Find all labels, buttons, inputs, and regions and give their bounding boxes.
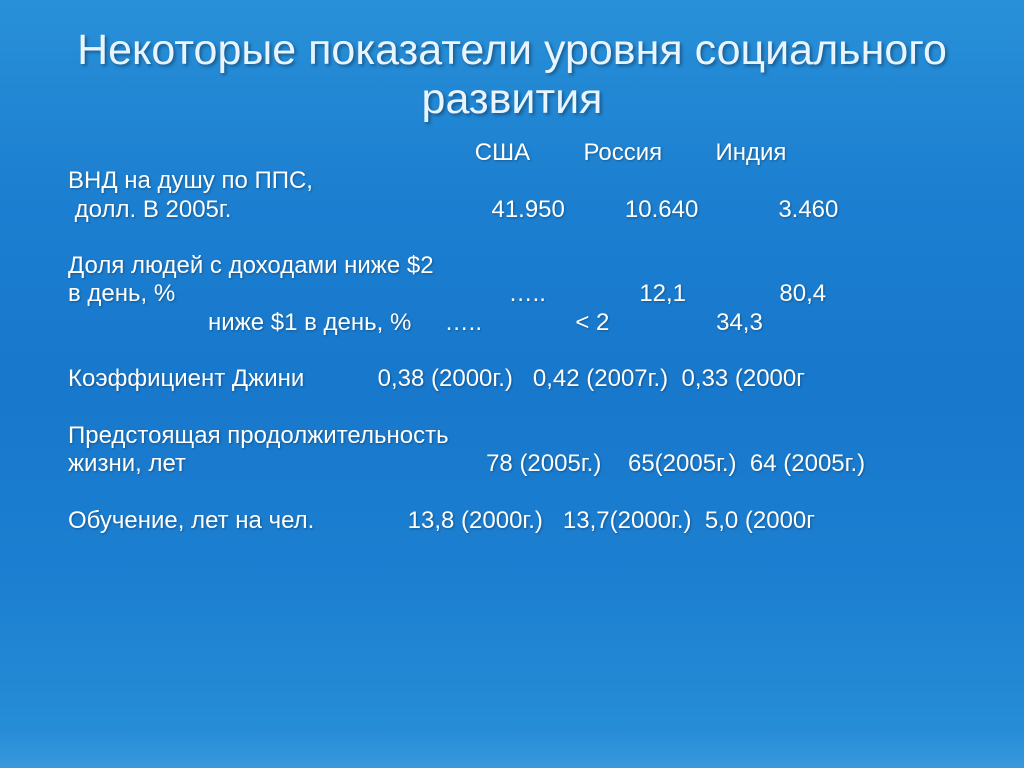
row5-v1: 13,7(2000г.) (563, 507, 692, 534)
row3-v0: 0,38 (2000г.) (378, 365, 513, 392)
col-header-row: США Россия Индия (68, 139, 786, 166)
col-russia: Россия (583, 139, 662, 166)
header-spacer (68, 139, 475, 166)
row3-v2: 0,33 (2000г (681, 365, 805, 392)
row0-v2: 3.460 (778, 196, 838, 223)
row0-label2: долл. В 2005г. (68, 196, 231, 223)
row4-label2: жизни, лет (68, 450, 186, 477)
row0-v0: 41.950 (491, 196, 564, 223)
row5-label1: Обучение, лет на чел. (68, 507, 314, 534)
row0-v1: 10.640 (625, 196, 698, 223)
row1-v0: ….. (509, 280, 546, 307)
col-usa: США (475, 139, 530, 166)
col-india: Индия (715, 139, 786, 166)
row5-v2: 5,0 (2000г (705, 507, 815, 534)
row1-label1: Доля людей с доходами ниже $2 (68, 252, 434, 279)
row1-v1: 12,1 (639, 280, 686, 307)
row5-v0: 13,8 (2000г.) (408, 507, 543, 534)
row3-v1: 0,42 (2007г.) (533, 365, 668, 392)
row4-v0: 78 (2005г.) (486, 450, 601, 477)
row4-v2: 64 (2005г.) (750, 450, 865, 477)
row1-label2: в день, % (68, 280, 175, 307)
row2-v0: ….. (445, 309, 482, 336)
row3-label1: Коэффициент Джини (68, 365, 304, 392)
slide-body: США Россия Индия ВНД на душу по ППС, дол… (0, 139, 1024, 535)
row2-v1: < 2 (575, 309, 609, 336)
slide-container: Некоторые показатели уровня социального … (0, 0, 1024, 768)
row4-label1: Предстоящая продолжительность (68, 422, 449, 449)
slide-title: Некоторые показатели уровня социального … (0, 26, 1024, 125)
row0-label1: ВНД на душу по ППС, (68, 167, 313, 194)
row2-label1: ниже $1 в день, % (68, 309, 411, 336)
row1-v2: 80,4 (779, 280, 826, 307)
row2-v2: 34,3 (716, 309, 763, 336)
row4-v1: 65(2005г.) (628, 450, 737, 477)
